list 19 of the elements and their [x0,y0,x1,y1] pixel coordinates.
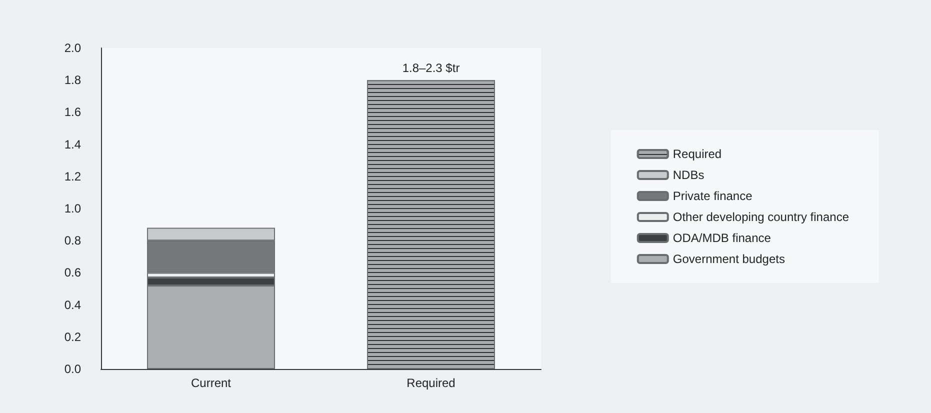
x-tick-label: Current [190,376,232,390]
legend-label: Private finance [672,189,753,203]
y-tick-label: 1.4 [64,137,82,152]
y-tick-label: 0.4 [64,298,82,312]
y-tick-label: 0.0 [64,362,82,376]
y-tick-label: 0.2 [64,330,82,344]
legend-label: Government budgets [672,252,785,266]
y-tick-label: 1.8 [64,73,82,88]
y-tick-label: 1.6 [64,105,82,120]
legend-label: ODA/MDB finance [672,231,772,245]
legend-label: NDBs [672,168,704,182]
y-tick-label: 1.0 [64,202,82,216]
legend-label: Other developing country finance [672,210,850,224]
annotation: 1.8–2.3 $tr [402,61,460,76]
y-tick-label: 0.8 [64,234,82,248]
legend-label: Required [672,147,722,161]
y-tick-label: 2.0 [64,41,82,55]
y-tick-label: 0.6 [64,266,82,280]
y-tick-label: 1.2 [64,169,82,184]
